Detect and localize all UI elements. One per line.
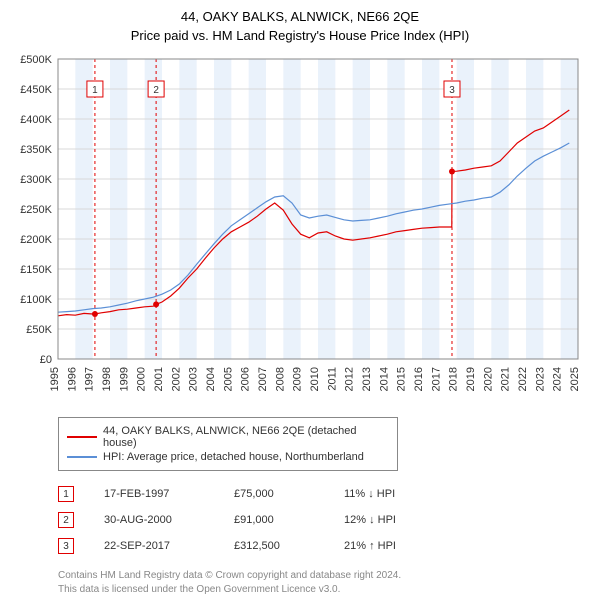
marker-box: 1 bbox=[58, 486, 74, 502]
svg-text:2002: 2002 bbox=[170, 367, 182, 391]
marker-price: £312,500 bbox=[234, 540, 314, 552]
svg-text:2009: 2009 bbox=[292, 367, 304, 391]
svg-text:1999: 1999 bbox=[118, 367, 130, 391]
legend: 44, OAKY BALKS, ALNWICK, NE66 2QE (detac… bbox=[58, 417, 398, 471]
svg-text:2003: 2003 bbox=[188, 367, 200, 391]
legend-label: HPI: Average price, detached house, Nort… bbox=[103, 451, 364, 463]
svg-text:2: 2 bbox=[153, 85, 159, 96]
svg-text:£400K: £400K bbox=[20, 114, 52, 126]
svg-text:£350K: £350K bbox=[20, 144, 52, 156]
svg-text:1995: 1995 bbox=[49, 367, 61, 391]
svg-text:2008: 2008 bbox=[274, 367, 286, 391]
svg-text:2014: 2014 bbox=[378, 367, 390, 391]
svg-text:2025: 2025 bbox=[569, 367, 581, 391]
marker-delta: 11% ↓ HPI bbox=[344, 488, 434, 500]
svg-text:2016: 2016 bbox=[413, 367, 425, 391]
svg-text:2023: 2023 bbox=[534, 367, 546, 391]
svg-text:£450K: £450K bbox=[20, 84, 52, 96]
legend-swatch bbox=[67, 436, 97, 438]
svg-text:£300K: £300K bbox=[20, 174, 52, 186]
marker-date: 22-SEP-2017 bbox=[104, 540, 204, 552]
marker-date: 17-FEB-1997 bbox=[104, 488, 204, 500]
svg-text:£100K: £100K bbox=[20, 294, 52, 306]
svg-text:2005: 2005 bbox=[222, 367, 234, 391]
svg-text:3: 3 bbox=[449, 85, 455, 96]
svg-text:£500K: £500K bbox=[20, 54, 52, 66]
marker-box: 2 bbox=[58, 512, 74, 528]
svg-text:2000: 2000 bbox=[136, 367, 148, 391]
svg-text:2015: 2015 bbox=[396, 367, 408, 391]
marker-box: 3 bbox=[58, 538, 74, 554]
svg-text:1997: 1997 bbox=[84, 367, 96, 391]
markers-table: 1 17-FEB-1997 £75,000 11% ↓ HPI 2 30-AUG… bbox=[58, 481, 590, 559]
marker-row: 2 30-AUG-2000 £91,000 12% ↓ HPI bbox=[58, 507, 590, 533]
legend-item: HPI: Average price, detached house, Nort… bbox=[67, 450, 389, 464]
svg-text:2021: 2021 bbox=[500, 367, 512, 391]
legend-item: 44, OAKY BALKS, ALNWICK, NE66 2QE (detac… bbox=[67, 424, 389, 450]
chart-plot: £0 £50K £100K £150K £200K £250K £300K £350K £400… bbox=[10, 51, 590, 411]
chart-svg: £0 £50K £100K £150K £200K £250K £300K £350K £400… bbox=[10, 51, 590, 411]
marker-date: 30-AUG-2000 bbox=[104, 514, 204, 526]
svg-text:2007: 2007 bbox=[257, 367, 269, 391]
svg-text:2012: 2012 bbox=[344, 367, 356, 391]
svg-text:2018: 2018 bbox=[448, 367, 460, 391]
svg-text:£250K: £250K bbox=[20, 204, 52, 216]
svg-text:£200K: £200K bbox=[20, 234, 52, 246]
marker-delta: 21% ↑ HPI bbox=[344, 540, 434, 552]
svg-text:2017: 2017 bbox=[430, 367, 442, 391]
svg-text:£50K: £50K bbox=[26, 324, 52, 336]
svg-text:2011: 2011 bbox=[326, 367, 338, 391]
chart-subtitle: Price paid vs. HM Land Registry's House … bbox=[10, 28, 590, 43]
svg-text:2024: 2024 bbox=[552, 367, 564, 391]
svg-text:2019: 2019 bbox=[465, 367, 477, 391]
svg-text:2010: 2010 bbox=[309, 367, 321, 391]
svg-text:2022: 2022 bbox=[517, 367, 529, 391]
legend-swatch bbox=[67, 456, 97, 458]
chart-container: 44, OAKY BALKS, ALNWICK, NE66 2QE Price … bbox=[0, 0, 600, 607]
svg-text:1996: 1996 bbox=[66, 367, 78, 391]
svg-text:1: 1 bbox=[92, 85, 98, 96]
footer-line: Contains HM Land Registry data © Crown c… bbox=[58, 569, 590, 583]
svg-text:2013: 2013 bbox=[361, 367, 373, 391]
svg-text:1998: 1998 bbox=[101, 367, 113, 391]
svg-text:2004: 2004 bbox=[205, 367, 217, 391]
marker-row: 1 17-FEB-1997 £75,000 11% ↓ HPI bbox=[58, 481, 590, 507]
marker-row: 3 22-SEP-2017 £312,500 21% ↑ HPI bbox=[58, 533, 590, 559]
footer-line: This data is licensed under the Open Gov… bbox=[58, 583, 590, 597]
svg-text:£150K: £150K bbox=[20, 264, 52, 276]
svg-text:2006: 2006 bbox=[240, 367, 252, 391]
svg-text:2020: 2020 bbox=[482, 367, 494, 391]
marker-price: £75,000 bbox=[234, 488, 314, 500]
footer: Contains HM Land Registry data © Crown c… bbox=[58, 569, 590, 597]
legend-label: 44, OAKY BALKS, ALNWICK, NE66 2QE (detac… bbox=[103, 425, 389, 449]
svg-text:£0: £0 bbox=[40, 354, 52, 366]
marker-delta: 12% ↓ HPI bbox=[344, 514, 434, 526]
marker-price: £91,000 bbox=[234, 514, 314, 526]
svg-text:2001: 2001 bbox=[153, 367, 165, 391]
chart-title: 44, OAKY BALKS, ALNWICK, NE66 2QE bbox=[10, 8, 590, 26]
